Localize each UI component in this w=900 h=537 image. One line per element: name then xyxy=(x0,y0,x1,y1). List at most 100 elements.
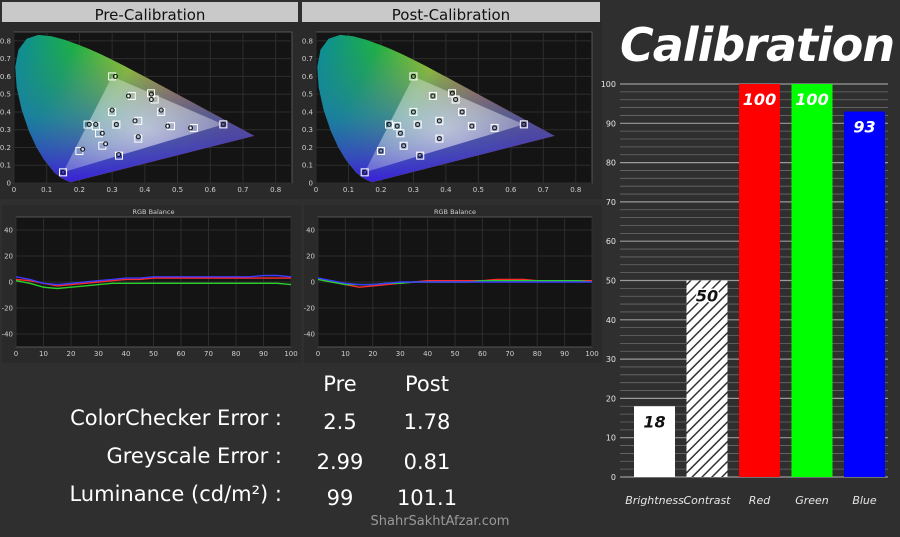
cie-post-ytick-label: 0.8 xyxy=(302,37,313,45)
cie-post-measured-point xyxy=(386,121,392,127)
cie-pre-measured-point xyxy=(99,130,105,136)
cie-post-measured-point xyxy=(436,118,442,124)
bar-category-label: Red xyxy=(749,494,771,507)
cie-post-xtick-label: 0.5 xyxy=(473,186,484,194)
cie-pre-target-point xyxy=(112,120,121,129)
cie-post-measured-point xyxy=(415,122,421,128)
watermark-text: ShahrSakhtAfzar.com xyxy=(370,514,510,529)
cie-pre-measured-point xyxy=(125,93,131,99)
bar-category-label: Contrast xyxy=(683,494,731,507)
bar-ytick-label: 40 xyxy=(606,316,616,325)
cie-post-ytick-label: 0.5 xyxy=(302,91,313,99)
cie-pre-xtick-label: 0.1 xyxy=(41,186,52,194)
cie-pre-gamut-glow xyxy=(63,76,224,173)
cie-pre-target-point xyxy=(166,122,175,131)
luminance-post: 101.1 xyxy=(396,486,458,510)
cie-post-target-point xyxy=(360,168,369,177)
rgb-post-xtick-label: 90 xyxy=(560,350,569,358)
bar-ytick-label: 50 xyxy=(606,277,616,286)
rgb-pre-xtick-label: 60 xyxy=(177,350,186,358)
cie-pre-xtick-label: 0.5 xyxy=(172,186,183,194)
rgb-post-ytick-label: 40 xyxy=(306,227,315,235)
rgb-pre-xtick-label: 50 xyxy=(149,350,158,358)
rgb-post-xtick-label: 100 xyxy=(585,350,598,358)
luminance-label: Luminance (cd/m²) : xyxy=(69,482,282,506)
bar-green xyxy=(791,84,833,477)
rgb-pre-xtick-label: 10 xyxy=(39,350,48,358)
cie-pre-xtick-label: 0.7 xyxy=(237,186,248,194)
rgb-post-xtick-label: 30 xyxy=(396,350,405,358)
rgb-post-ytick-label: -40 xyxy=(304,331,315,339)
cie-post-measured-point xyxy=(417,152,423,158)
cie-post-ytick-label: 0.3 xyxy=(302,126,313,134)
colorchecker-error-post: 1.78 xyxy=(403,410,451,434)
bar-category-label: Green xyxy=(795,494,829,507)
cie-pre-xtick-label: 0 xyxy=(12,186,16,194)
rgb-pre-xtick-label: 90 xyxy=(259,350,268,358)
colorchecker-error-label: ColorChecker Error : xyxy=(70,406,282,430)
cie-post-target-point xyxy=(416,151,425,160)
cie-post-measured-point xyxy=(362,169,368,175)
bar-ytick-label: 30 xyxy=(606,355,616,364)
cie-pre-xtick-label: 0.4 xyxy=(139,186,151,194)
greyscale-error-post: 0.81 xyxy=(403,450,451,474)
calibration-title: Calibration xyxy=(620,18,895,72)
rgb-pre-xtick-label: 100 xyxy=(284,350,297,358)
cie-pre-ytick-label: 0.8 xyxy=(0,37,11,45)
rgb-pre-xtick-label: 70 xyxy=(204,350,213,358)
cie-post-gamut-glow xyxy=(364,76,524,173)
cie-pre-ytick-label: 0.3 xyxy=(0,126,11,134)
cie-pre-measured-point xyxy=(86,121,92,127)
cie-pre-measured-point xyxy=(148,91,154,97)
colorchecker-error-pre: 2.5 xyxy=(323,410,357,434)
cie-post-target-point xyxy=(458,107,467,116)
cie-post-target-point xyxy=(435,116,444,125)
cie-post-measured-point xyxy=(430,93,436,99)
rgb-post-xtick-label: 60 xyxy=(478,350,487,358)
bar-brightness xyxy=(634,406,675,477)
cie-pre-target-point xyxy=(219,120,228,129)
cie-pre-measured-point xyxy=(80,146,86,152)
rgb-post-ytick-label: 20 xyxy=(306,253,315,261)
cie-pre-target-point xyxy=(127,91,136,100)
rgb-post-xtick-label: 20 xyxy=(368,350,377,358)
rgb-pre-ytick-label: -20 xyxy=(2,305,13,313)
bar-ytick-label: 20 xyxy=(606,394,616,403)
cie-post-xtick-label: 0.8 xyxy=(570,186,581,194)
cie-post-target-point xyxy=(428,91,437,100)
cie-post-measured-point xyxy=(436,136,442,142)
cie-post-xtick-label: 0.6 xyxy=(505,186,517,194)
cie-post-target-point xyxy=(409,107,418,116)
cie-pre-measured-point xyxy=(109,107,115,113)
rgb-pre-xtick-label: 0 xyxy=(14,350,18,358)
rgb-post-ytick-label: 0 xyxy=(311,279,315,287)
cie-pre-measured-point xyxy=(132,118,138,124)
bar-blue xyxy=(844,111,885,477)
bar-value-label: 100 xyxy=(795,90,828,109)
cie-pre-measured-point xyxy=(93,121,99,127)
rgb-post-title: RGB Balance xyxy=(434,208,476,216)
cie-pre-measured-point xyxy=(116,152,122,158)
bar-ytick-label: 90 xyxy=(606,119,616,128)
luminance-pre: 99 xyxy=(326,486,354,510)
cie-post-target-point xyxy=(451,95,460,104)
cie-post-ytick-label: 0.7 xyxy=(302,55,313,63)
bar-contrast xyxy=(686,280,728,477)
cie-pre-measured-point xyxy=(220,121,226,127)
cie-post-measured-point xyxy=(492,125,498,131)
greyscale-error-label: Greyscale Error : xyxy=(106,444,282,468)
cie-pre-xtick-label: 0.3 xyxy=(107,186,118,194)
rgb-pre-ytick-label: 40 xyxy=(4,227,13,235)
cie-post-ytick-label: 0.6 xyxy=(302,73,314,81)
stats-header-pre: Pre xyxy=(323,372,357,396)
cie-pre-xtick-label: 0.8 xyxy=(270,186,281,194)
cie-pre-ytick-label: 0.1 xyxy=(0,162,11,170)
bar-ytick-label: 10 xyxy=(606,434,616,443)
cie-post-target-point xyxy=(409,72,418,81)
bar-ytick-label: 60 xyxy=(606,237,616,246)
cie-post-xtick-label: 0.4 xyxy=(440,186,452,194)
cie-pre-target-point xyxy=(134,116,143,125)
cie-pre-ytick-label: 0 xyxy=(7,180,11,188)
cie-post-xtick-label: 0.7 xyxy=(538,186,549,194)
bar-category-label: Blue xyxy=(852,494,877,507)
